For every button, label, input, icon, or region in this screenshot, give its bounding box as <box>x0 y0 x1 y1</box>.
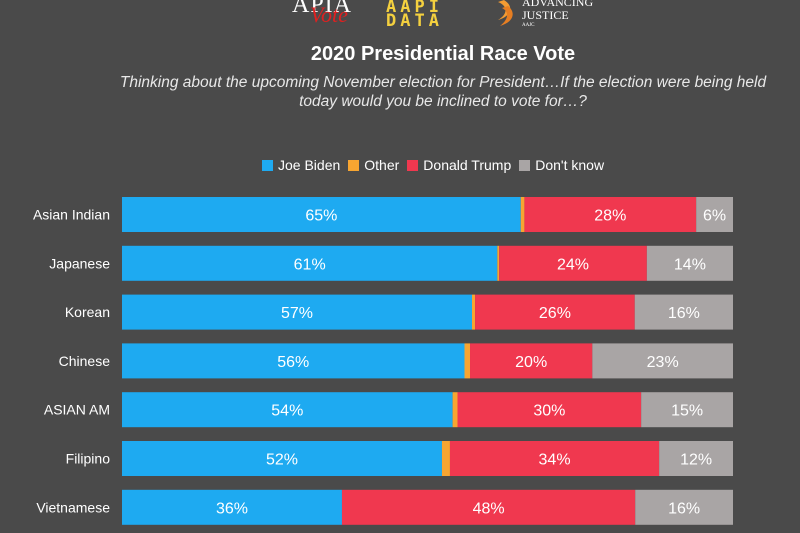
bar-donald-trump-japanese <box>499 245 647 281</box>
legend-item-dont-know: Don't know <box>519 157 604 173</box>
data-label-donald-trump-japanese: 24% <box>557 256 589 273</box>
bar-joe-biden-filipino <box>122 441 442 476</box>
apia-logo-text: APIA <box>292 0 353 18</box>
data-label-donald-trump-asian-indian: 28% <box>594 208 626 225</box>
legend-label-other: Other <box>364 157 400 173</box>
data-label-don-t-know-chinese: 23% <box>647 354 679 371</box>
legend-label-biden: Joe Biden <box>278 157 341 173</box>
chart-legend: Joe Biden Other Donald Trump Don't know <box>262 156 604 174</box>
category-label-asian-am: ASIAN AM <box>44 402 110 418</box>
data-label-joe-biden-korean: 57% <box>281 305 313 322</box>
data-label-don-t-know-filipino: 12% <box>680 452 712 469</box>
bar-other-asian-am <box>452 392 458 428</box>
bar-donald-trump-asian-indian <box>524 197 697 232</box>
aj-subtext: AAJC <box>522 23 535 28</box>
legend-item-other: Other <box>348 157 399 173</box>
aj-line1: ADVANCING <box>522 0 594 9</box>
aapi-logo-row2: DATA <box>386 11 443 31</box>
vote-logo-text: Vote <box>310 2 348 27</box>
bar-joe-biden-japanese <box>122 245 498 281</box>
bar-don-t-know-chinese <box>592 343 733 379</box>
data-label-don-t-know-asian-indian: 6% <box>703 208 726 225</box>
bar-donald-trump-korean <box>475 294 635 330</box>
bar-don-t-know-asian-am <box>641 392 733 428</box>
bar-other-filipino <box>441 441 450 476</box>
data-label-joe-biden-asian-indian: 65% <box>305 208 337 225</box>
data-label-joe-biden-asian-am: 54% <box>271 403 303 420</box>
legend-label-dont-know: Don't know <box>535 157 605 173</box>
aapi-logo-row1: AAPI <box>386 0 443 17</box>
advancing-justice-flame-icon <box>498 0 513 26</box>
data-label-donald-trump-filipino: 34% <box>539 452 571 469</box>
legend-item-biden: Joe Biden <box>262 157 340 173</box>
advancing-justice-text: ADVANCING JUSTICE <box>522 0 593 22</box>
bar-joe-biden-vietnamese <box>122 489 342 525</box>
bar-donald-trump-vietnamese <box>341 489 636 525</box>
bar-donald-trump-chinese <box>470 343 593 379</box>
legend-swatch-biden <box>262 159 273 171</box>
data-label-don-t-know-japanese: 14% <box>674 256 706 273</box>
legend-swatch-dont-know <box>519 159 531 171</box>
bar-don-t-know-asian-indian <box>696 197 733 232</box>
data-label-joe-biden-japanese: 61% <box>294 256 326 273</box>
bar-don-t-know-japanese <box>646 245 733 281</box>
legend-swatch-other <box>348 159 360 171</box>
category-label-korean: Korean <box>65 304 110 320</box>
category-label-asian-indian: Asian Indian <box>33 207 110 223</box>
data-label-joe-biden-vietnamese: 36% <box>216 500 248 517</box>
bar-other-japanese <box>497 245 500 281</box>
bar-other-korean <box>472 294 476 330</box>
category-label-japanese: Japanese <box>49 255 110 271</box>
category-label-chinese: Chinese <box>59 353 111 369</box>
chart-subtitle: Thinking about the upcoming November ele… <box>119 74 767 110</box>
bar-donald-trump-asian-am <box>457 392 642 428</box>
data-label-don-t-know-asian-am: 15% <box>671 403 703 420</box>
aj-line2: JUSTICE <box>522 8 569 22</box>
bar-don-t-know-korean <box>634 294 733 330</box>
data-label-don-t-know-korean: 16% <box>668 305 700 322</box>
data-label-donald-trump-vietnamese: 48% <box>473 500 505 517</box>
data-label-joe-biden-chinese: 56% <box>277 354 309 371</box>
category-label-filipino: Filipino <box>66 451 111 467</box>
legend-label-trump: Donald Trump <box>423 157 512 173</box>
data-label-joe-biden-filipino: 52% <box>266 452 298 469</box>
legend-swatch-trump <box>407 159 419 171</box>
data-label-donald-trump-asian-am: 30% <box>533 403 565 420</box>
bar-other-chinese <box>464 343 470 379</box>
logo-bar: APIA Vote AAPI DATA ADVANCING JUSTICE AA… <box>0 0 800 36</box>
bar-don-t-know-vietnamese <box>635 489 733 525</box>
data-label-donald-trump-korean: 26% <box>539 305 571 322</box>
bar-donald-trump-filipino <box>449 441 660 476</box>
bar-joe-biden-korean <box>122 294 473 330</box>
legend-item-trump: Donald Trump <box>407 157 511 173</box>
category-label-vietnamese: Vietnamese <box>36 499 110 515</box>
bar-joe-biden-asian-indian <box>122 197 521 232</box>
bar-other-asian-indian <box>520 197 525 232</box>
data-label-don-t-know-vietnamese: 16% <box>668 500 700 517</box>
bar-joe-biden-chinese <box>122 343 465 379</box>
bar-don-t-know-filipino <box>659 441 733 476</box>
bar-joe-biden-asian-am <box>122 392 453 428</box>
data-label-donald-trump-chinese: 20% <box>515 354 547 371</box>
chart-title: 2020 Presidential Race Vote <box>310 43 576 65</box>
aapi-data-logo: AAPI DATA <box>386 0 443 31</box>
apia-vote-logo: APIA Vote <box>292 0 352 30</box>
